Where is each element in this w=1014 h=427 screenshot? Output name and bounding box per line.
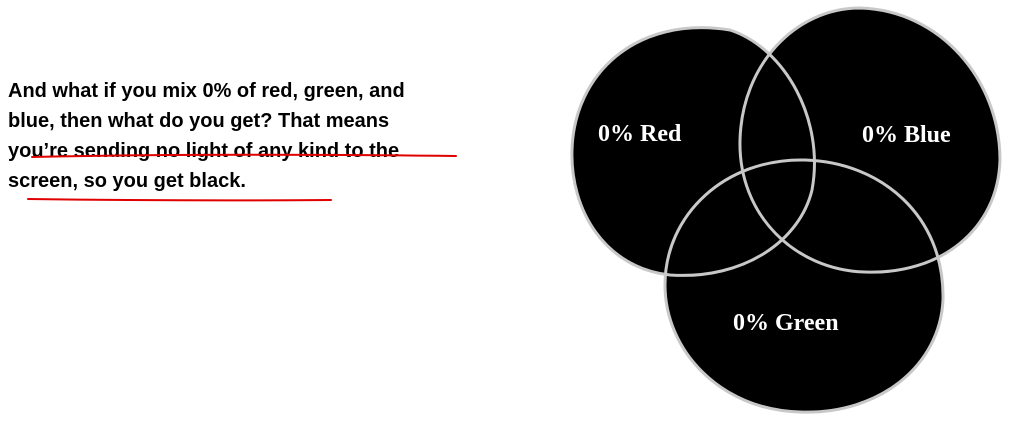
underline-annotations: [27, 153, 457, 202]
circle-green-outline: [663, 158, 945, 414]
explanation-text: And what if you mix 0% of red, green, an…: [8, 76, 508, 196]
venn-diagram: 0% Red 0% Blue 0% Green: [570, 6, 1002, 414]
venn-fills: [571, 8, 1000, 413]
label-red: 0% Red: [598, 121, 682, 147]
venn-outlines: [570, 6, 1002, 414]
circle-red-outline: [570, 26, 816, 277]
explanation-line-1: And what if you mix 0% of red, green, an…: [8, 80, 405, 102]
label-green: 0% Green: [733, 310, 839, 336]
explanation-line-3: you’re sending no light of any kind to t…: [8, 140, 400, 162]
red-underline-2: [27, 198, 332, 202]
explanation-line-4: screen, so you get black.: [8, 170, 246, 192]
circle-blue-outline: [738, 6, 1002, 274]
label-blue: 0% Blue: [862, 122, 951, 148]
explanation-line-2: blue, then what do you get? That means: [8, 110, 390, 132]
circle-green-fill: [665, 159, 944, 413]
